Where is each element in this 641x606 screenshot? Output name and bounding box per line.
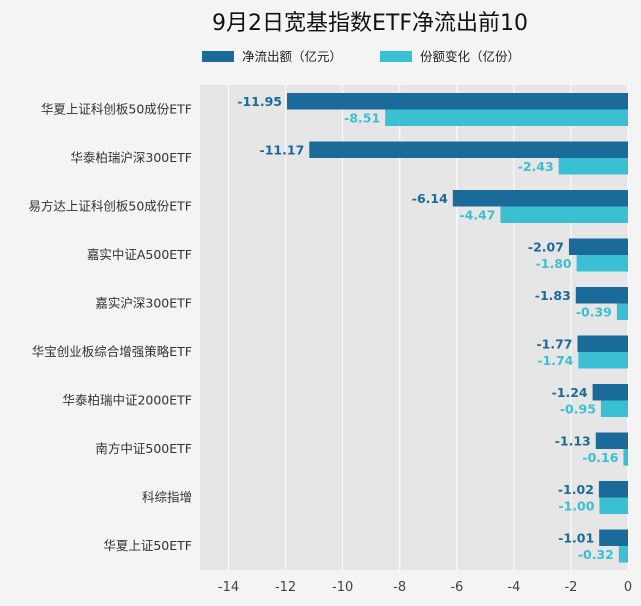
bar-share-change	[578, 352, 628, 369]
x-tick-label: -6	[450, 580, 463, 595]
data-label-outflow: -1.83	[535, 288, 571, 303]
data-label-outflow: -1.02	[558, 482, 594, 497]
data-label-outflow: -2.07	[528, 239, 564, 254]
data-label-share-change: -1.74	[537, 353, 573, 368]
data-label-share-change: -0.95	[560, 401, 596, 416]
category-label: 华夏上证科创板50成份ETF	[41, 101, 192, 116]
value-labels: -11.95 -8.51 -11.17 -2.43 -6.14 -4.47 -2.07 -1.…	[237, 94, 618, 562]
data-label-share-change: -2.43	[518, 159, 554, 174]
bar-outflow	[568, 238, 628, 255]
bar-share-change	[618, 546, 628, 563]
bar-outflow	[309, 141, 628, 158]
x-tick-label: -12	[275, 580, 296, 595]
bar-share-change	[623, 449, 628, 466]
bar-outflow	[592, 384, 628, 401]
data-label-share-change: -1.00	[558, 498, 594, 513]
bar-share-change	[576, 255, 628, 272]
bar-outflow	[575, 287, 628, 304]
x-tick-labels: -14 -12 -10 -8 -6 -4 -2 0	[218, 580, 632, 595]
x-tick-label: -10	[332, 580, 353, 595]
category-label: 嘉实沪深300ETF	[95, 295, 192, 310]
legend: 净流出额（亿元） 份额变化（亿份）	[202, 49, 520, 64]
data-label-share-change: -8.51	[344, 110, 380, 125]
x-tick-label: -14	[218, 580, 239, 595]
bar-outflow	[595, 432, 628, 449]
bar-outflow	[599, 529, 628, 546]
category-label: 科综指增	[142, 489, 192, 504]
data-label-outflow: -11.17	[260, 142, 305, 157]
bars	[287, 93, 628, 563]
category-label: 嘉实中证A500ETF	[87, 247, 192, 262]
x-tick-label: -4	[507, 580, 520, 595]
chart-title: 9月2日宽基指数ETF净流出前10	[212, 11, 528, 36]
data-label-outflow: -1.77	[536, 336, 572, 351]
category-label: 华泰柏瑞沪深300ETF	[70, 150, 192, 165]
bar-outflow	[452, 190, 628, 207]
legend-swatch-share-change	[380, 51, 412, 62]
bar-share-change	[616, 303, 628, 320]
data-label-share-change: -0.32	[578, 547, 614, 562]
bar-outflow	[598, 481, 628, 498]
data-label-share-change: -0.16	[582, 450, 618, 465]
x-tick-label: 0	[624, 580, 632, 595]
legend-label-share-change: 份额变化（亿份）	[420, 49, 520, 64]
x-tick-label: -2	[564, 580, 577, 595]
category-label: 华夏上证50ETF	[103, 538, 192, 553]
bar-outflow	[287, 93, 628, 110]
data-label-share-change: -0.39	[576, 304, 612, 319]
category-label: 华宝创业板综合增强策略ETF	[32, 344, 192, 359]
data-label-outflow: -1.24	[552, 385, 588, 400]
x-tick-label: -8	[393, 580, 406, 595]
data-label-outflow: -6.14	[412, 191, 448, 206]
category-labels: 华夏上证科创板50成份ETF 华泰柏瑞沪深300ETF 易方达上证科创板50成份ET…	[28, 101, 192, 553]
bar-share-change	[558, 158, 628, 175]
category-label: 华泰柏瑞中证2000ETF	[62, 392, 192, 407]
legend-label-outflow: 净流出额（亿元）	[242, 49, 342, 64]
plot-area	[200, 85, 628, 570]
data-label-share-change: -4.47	[459, 207, 495, 222]
bar-outflow	[577, 335, 628, 352]
data-label-share-change: -1.80	[536, 256, 572, 271]
data-label-outflow: -1.01	[558, 530, 594, 545]
legend-swatch-outflow	[202, 51, 234, 62]
category-label: 南方中证500ETF	[95, 441, 192, 456]
bar-share-change	[500, 206, 628, 223]
data-label-outflow: -1.13	[555, 433, 591, 448]
bar-share-change	[599, 497, 628, 514]
category-label: 易方达上证科创板50成份ETF	[28, 198, 192, 213]
data-label-outflow: -11.95	[237, 94, 282, 109]
bar-share-change	[385, 109, 628, 126]
bar-share-change	[600, 400, 628, 417]
